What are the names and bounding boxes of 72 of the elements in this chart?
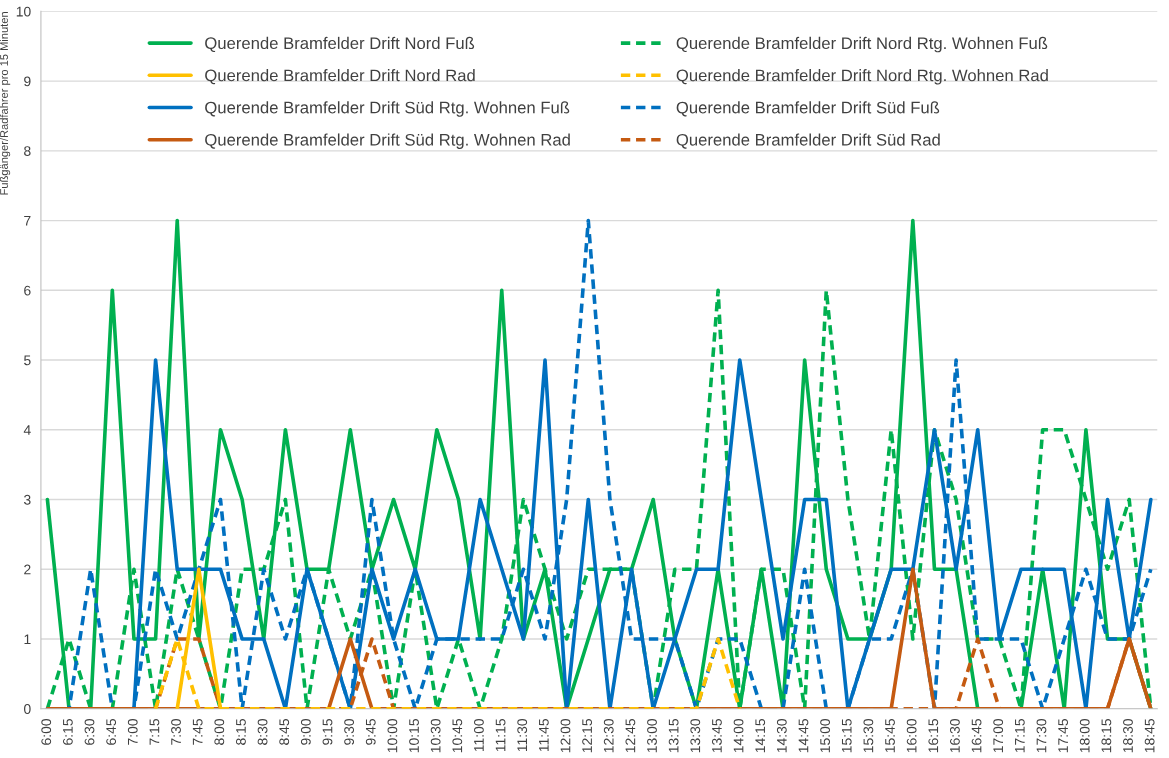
x-tick-label: 11:30 (517, 718, 528, 752)
x-tick-label: 11:45 (539, 719, 549, 752)
y-axis-title: Fußgänger/Radfahrer pro 15 Minuten (0, 12, 11, 195)
x-tick-label: 15:30 (863, 718, 874, 753)
legend-label: Querende Bramfelder Drift Süd Rtg. Wohnen Rad (205, 133, 570, 149)
y-tick-label: 6 (24, 285, 31, 296)
x-tick-label: 10:15 (409, 719, 419, 753)
y-tick-label: 2 (24, 564, 31, 575)
legend-label: Querende Bramfelder Drift Süd Fuß (676, 101, 940, 117)
x-tick-label: 10:30 (430, 718, 441, 753)
x-tick-label: 7:45 (192, 719, 203, 745)
x-tick-label: 6:30 (84, 718, 95, 745)
x-tick-label: 9:30 (344, 718, 355, 745)
x-tick-label: 7:00 (127, 718, 138, 745)
y-tick-label: 4 (23, 425, 31, 435)
x-tick-label: 9:15 (322, 719, 333, 745)
x-tick-label: 17:45 (1058, 719, 1069, 753)
x-tick-label: 15:15 (841, 719, 852, 753)
x-tick-label: 8:00 (214, 718, 225, 745)
y-tick-label: 10 (16, 6, 31, 17)
x-tick-label: 12:00 (560, 718, 571, 753)
x-tick-label: 6:15 (62, 719, 73, 745)
x-tick-label: 18:30 (1123, 718, 1133, 753)
x-tick-label: 14:15 (755, 719, 766, 753)
x-tick-label: 13:30 (690, 718, 701, 753)
x-tick-label: 10:00 (387, 718, 398, 753)
legend-label: Querende Bramfelder Drift Süd Rad (676, 133, 940, 149)
x-tick-label: 8:15 (236, 719, 246, 745)
x-tick-label: 8:45 (279, 719, 290, 745)
y-tick-label: 0 (24, 704, 31, 714)
x-tick-label: 13:00 (647, 718, 657, 753)
legend-label: Querende Bramfelder Drift Nord Rtg. Wohnen Rad (676, 69, 1048, 85)
legend-label: Querende Bramfelder Drift Nord Fuß (205, 36, 475, 53)
x-tick-label: 17:15 (1015, 719, 1025, 753)
legend-label: Querende Bramfelder Drift Nord Rtg. Wohnen Fuß (676, 36, 1048, 53)
x-tick-label: 17:00 (993, 718, 1004, 753)
x-tick-label: 14:30 (776, 718, 787, 753)
x-tick-label: 18:45 (1144, 719, 1155, 753)
x-tick-label: 7:30 (171, 718, 181, 745)
y-tick-label: 9 (24, 76, 31, 87)
x-tick-label: 14:45 (798, 719, 809, 753)
x-tick-label: 15:00 (820, 718, 831, 753)
x-tick-label: 6:00 (41, 718, 52, 745)
x-tick-label: 6:45 (106, 719, 117, 745)
x-tick-label: 13:15 (668, 719, 679, 753)
x-tick-label: 10:45 (452, 719, 463, 753)
x-tick-label: 9:00 (300, 718, 311, 745)
y-tick-label: 7 (24, 216, 31, 226)
x-tick-label: 8:30 (257, 718, 268, 745)
x-tick-label: 16:45 (971, 719, 982, 753)
y-tick-label: 1 (24, 634, 31, 645)
x-tick-label: 11:15 (495, 719, 506, 752)
y-tick-label: 5 (24, 355, 31, 366)
x-tick-label: 12:45 (625, 719, 636, 753)
x-tick-label: 15:45 (885, 719, 895, 753)
x-tick-label: 14:00 (733, 718, 744, 753)
x-tick-label: 16:00 (906, 718, 917, 753)
x-tick-label: 18:00 (1079, 718, 1090, 753)
x-tick-label: 16:15 (928, 719, 939, 753)
legend-label: Querende Bramfelder Drift Nord Rad (205, 69, 475, 85)
legend-label: Querende Bramfelder Drift Süd Rtg. Wohnen Fuß (205, 101, 570, 117)
x-tick-label: 17:30 (1036, 718, 1047, 753)
x-tick-label: 18:15 (1101, 719, 1112, 753)
x-tick-label: 12:15 (582, 719, 593, 753)
x-tick-label: 7:15 (149, 719, 160, 745)
y-tick-label: 8 (24, 146, 31, 157)
x-tick-label: 16:30 (949, 718, 960, 753)
x-tick-label: 13:45 (712, 719, 722, 753)
y-tick-label: 3 (24, 494, 31, 505)
x-tick-label: 12:30 (603, 718, 614, 753)
x-tick-label: 9:45 (365, 719, 376, 745)
x-tick-label: 11:00 (474, 718, 484, 752)
